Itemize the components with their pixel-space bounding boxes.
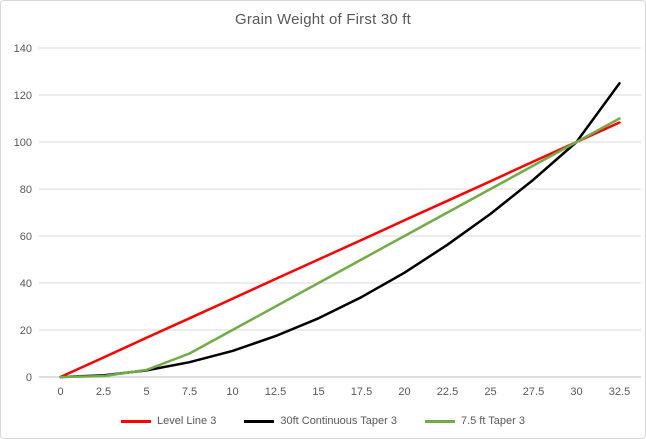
chart-legend: Level Line 3 30ft Continuous Taper 3 7.5… bbox=[1, 415, 645, 427]
series-line-2[interactable] bbox=[59, 117, 621, 379]
x-tick-label-0: 0 bbox=[57, 386, 63, 398]
legend-item-30ft-continuous-taper[interactable]: 30ft Continuous Taper 3 bbox=[244, 415, 397, 427]
legend-item-level-line[interactable]: Level Line 3 bbox=[121, 415, 216, 427]
legend-swatch-30ft-continuous-taper-icon bbox=[244, 419, 275, 423]
series-line-1[interactable] bbox=[59, 82, 621, 379]
legend-label-7-5ft-taper: 7.5 ft Taper 3 bbox=[460, 415, 525, 427]
y-tick-label-20: 20 bbox=[20, 325, 32, 337]
x-tick-label-10: 10 bbox=[226, 386, 238, 398]
y-tick-label-60: 60 bbox=[20, 231, 32, 243]
y-tick-label-140: 140 bbox=[14, 43, 32, 55]
y-tick-label-40: 40 bbox=[20, 278, 32, 290]
legend-label-30ft-continuous-taper: 30ft Continuous Taper 3 bbox=[280, 415, 397, 427]
y-tick-label-0: 0 bbox=[26, 372, 32, 384]
x-tick-label-32.5: 32.5 bbox=[609, 386, 630, 398]
x-tick-label-12.5: 12.5 bbox=[265, 386, 286, 398]
x-tick-label-22.5: 22.5 bbox=[437, 386, 458, 398]
x-tick-label-5: 5 bbox=[143, 386, 149, 398]
legend-swatch-7-5ft-taper-icon bbox=[424, 419, 455, 423]
y-tick-label-120: 120 bbox=[14, 90, 32, 102]
y-tick-label-80: 80 bbox=[20, 184, 32, 196]
y-tick-label-100: 100 bbox=[14, 137, 32, 149]
x-tick-label-27.5: 27.5 bbox=[523, 386, 544, 398]
x-tick-label-15: 15 bbox=[312, 386, 324, 398]
legend-item-7-5ft-taper[interactable]: 7.5 ft Taper 3 bbox=[424, 415, 525, 427]
x-tick-label-25: 25 bbox=[484, 386, 496, 398]
x-tick-label-17.5: 17.5 bbox=[351, 386, 372, 398]
legend-label-level-line: Level Line 3 bbox=[157, 415, 217, 427]
x-tick-label-7.5: 7.5 bbox=[182, 386, 197, 398]
chart-plot-area: 0 20 40 60 80 100 120 140 0 2.5 5 7.5 10 12.5 15 17.5 20… bbox=[14, 43, 641, 398]
legend-swatch-level-line-icon bbox=[121, 419, 152, 423]
chart-title: Grain Weight of First 30 ft bbox=[234, 11, 412, 28]
series-line-0[interactable] bbox=[59, 121, 621, 379]
x-tick-label-30: 30 bbox=[570, 386, 582, 398]
x-tick-label-2.5: 2.5 bbox=[96, 386, 111, 398]
x-tick-label-20: 20 bbox=[398, 386, 410, 398]
